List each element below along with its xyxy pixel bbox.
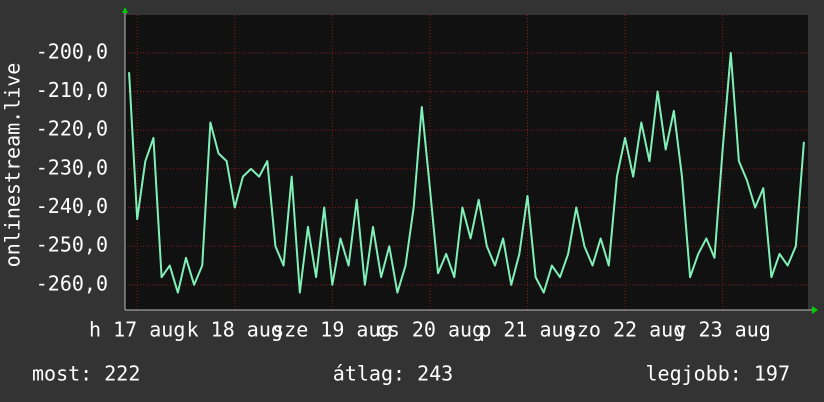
plot-area bbox=[125, 15, 808, 310]
y-axis-title: onlinestream.live bbox=[1, 63, 25, 268]
stat: legjobb: 197 bbox=[646, 362, 791, 386]
x-tick-label: v 23 aug bbox=[674, 318, 770, 342]
x-tick-label: p 21 aug bbox=[479, 318, 575, 342]
axis-arrow bbox=[122, 7, 128, 13]
x-tick-label: szo 22 aug bbox=[565, 318, 685, 342]
x-tick-label: h 17 aug bbox=[89, 318, 185, 342]
x-tick-label: k 18 aug bbox=[187, 318, 283, 342]
y-tick-label: -230,0 bbox=[36, 155, 108, 179]
y-tick-label: -210,0 bbox=[36, 78, 108, 102]
x-tick-label: cs 20 aug bbox=[376, 318, 484, 342]
y-tick-label: -200,0 bbox=[36, 39, 108, 63]
y-tick-label: -240,0 bbox=[36, 194, 108, 218]
stat: átlag: 243 bbox=[333, 362, 453, 386]
x-tick-label: sze 19 aug bbox=[272, 318, 392, 342]
axis-arrow bbox=[812, 306, 818, 314]
y-tick-label: -260,0 bbox=[36, 271, 108, 295]
data-line bbox=[128, 51, 805, 294]
stat: most: 222 bbox=[32, 362, 140, 386]
y-tick-label: -220,0 bbox=[36, 117, 108, 141]
y-tick-label: -250,0 bbox=[36, 233, 108, 257]
